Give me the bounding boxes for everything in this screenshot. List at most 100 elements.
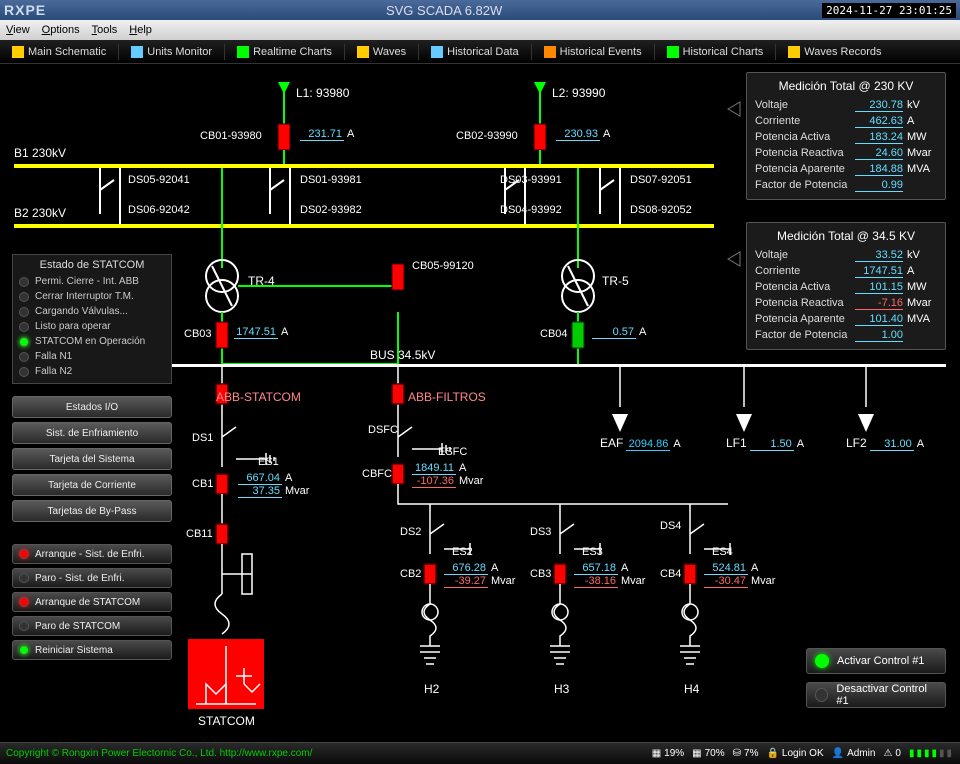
cb01-value: 231.71A xyxy=(300,128,354,141)
status-item: Falla N2 xyxy=(17,364,167,379)
cmd-button[interactable]: Arranque - Sist. de Enfri. xyxy=(12,544,172,564)
cb02-label: CB02-93990 xyxy=(456,130,518,142)
tb-historical-events[interactable]: Historical Events xyxy=(538,44,648,60)
es4-label: ES4 xyxy=(712,546,733,558)
cmd-button[interactable]: Paro de STATCOM xyxy=(12,616,172,636)
cb03-value: 1747.51A xyxy=(234,326,288,339)
h4-label: H4 xyxy=(684,682,699,696)
es2-label: ES2 xyxy=(452,546,473,558)
copyright: Copyright © Rongxin Power Electornic Co.… xyxy=(6,748,312,759)
sb-login: 🔒 Login OK xyxy=(766,748,823,759)
panel-230kv: Medición Total @ 230 KV Voltaje230.78kVC… xyxy=(746,72,946,200)
sys-button[interactable]: Estados I/O xyxy=(12,396,172,418)
es1-label: ES1 xyxy=(258,456,279,468)
h2-label: H2 xyxy=(424,682,439,696)
menu-tools[interactable]: Tools xyxy=(92,24,118,36)
ds2-label: DS2 xyxy=(400,526,421,538)
tr5-label: TR-5 xyxy=(602,274,629,288)
status-item: Cargando Válvulas... xyxy=(17,304,167,319)
ds1-label: DS1 xyxy=(192,432,213,444)
cmd-button[interactable]: Arranque de STATCOM xyxy=(12,592,172,612)
ds03-label: DS03-93991 xyxy=(500,174,562,186)
status-item: Cerrar Interruptor T.M. xyxy=(17,289,167,304)
sys-button[interactable]: Sist. de Enfriamiento xyxy=(12,422,172,444)
cb1-value: 667.04A37.35Mvar xyxy=(238,472,309,498)
ds4-label: DS4 xyxy=(660,520,681,532)
cbfc-value: 1849.11A-107.36Mvar xyxy=(412,462,483,488)
cb01-label: CB01-93980 xyxy=(200,130,262,142)
cb11-label: CB11 xyxy=(186,528,213,540)
l2-label: L2: 93990 xyxy=(552,86,605,100)
ds05-label: DS05-92041 xyxy=(128,174,190,186)
system-buttons: Estados I/O Sist. de Enfriamiento Tarjeta … xyxy=(12,396,172,522)
app-logo: RXPE xyxy=(4,2,46,18)
ds01-label: DS01-93981 xyxy=(300,174,362,186)
bus-345-label: BUS 34.5kV xyxy=(370,348,435,362)
sb-indicators: ▮▮▮▮▮▮ xyxy=(909,748,954,759)
sb-cpu: ▦ 19% xyxy=(652,748,684,759)
cmd-button[interactable]: Reiniciar Sistema xyxy=(12,640,172,660)
tb-historical-data[interactable]: Historical Data xyxy=(425,44,525,60)
bus-b1-label: B1 230kV xyxy=(14,146,66,160)
clock: 2024-11-27 23:01:25 xyxy=(822,3,956,18)
desactivar-control-button[interactable]: Desactivar Control #1 xyxy=(806,682,946,708)
status-item: Listo para operar xyxy=(17,319,167,334)
sb-disk: ⛁ 7% xyxy=(733,748,759,759)
menu-options[interactable]: Options xyxy=(42,24,80,36)
tb-waves[interactable]: Waves xyxy=(351,44,412,60)
statcom-label: STATCOM xyxy=(198,714,255,728)
tb-units-monitor[interactable]: Units Monitor xyxy=(125,44,218,60)
activar-control-button[interactable]: Activar Control #1 xyxy=(806,648,946,674)
cb03-label: CB03 xyxy=(184,328,212,340)
sb-mem: ▦ 70% xyxy=(692,748,724,759)
tb-realtime-charts[interactable]: Realtime Charts xyxy=(231,44,338,60)
app-title: SVG SCADA 6.82W xyxy=(66,3,822,18)
sys-button[interactable]: Tarjeta de Corriente xyxy=(12,474,172,496)
cb4-label: CB4 xyxy=(660,568,681,580)
cb3-label: CB3 xyxy=(530,568,551,580)
panel-345kv: Medición Total @ 34.5 KV Voltaje33.52kVC… xyxy=(746,222,946,350)
cb2-label: CB2 xyxy=(400,568,421,580)
cmd-button[interactable]: Paro - Sist. de Enfri. xyxy=(12,568,172,588)
menu-help[interactable]: Help xyxy=(129,24,152,36)
cb2-value: 676.28A-39.27Mvar xyxy=(444,562,515,588)
sb-alerts: ⚠ 0 xyxy=(883,748,901,759)
esfc-label: ESFC xyxy=(438,446,467,458)
menu-bar: View Options Tools Help xyxy=(0,20,960,40)
schematic-canvas: B1 230kV B2 230kV BUS 34.5kV L1: 93980 L… xyxy=(0,64,960,742)
status-item: Permi. Cierre - Int. ABB xyxy=(17,274,167,289)
cb3-value: 657.18A-38.16Mvar xyxy=(574,562,645,588)
cb04-label: CB04 xyxy=(540,328,568,340)
sys-button[interactable]: Tarjetas de By-Pass xyxy=(12,500,172,522)
lf1-value: LF1 1.50A xyxy=(726,436,804,451)
cb4-value: 524.81A-30.47Mvar xyxy=(704,562,775,588)
menu-view[interactable]: View xyxy=(6,24,30,36)
lf2-value: LF2 31.00A xyxy=(846,436,924,451)
cb02-value: 230.93A xyxy=(556,128,610,141)
cb05-label: CB05-99120 xyxy=(412,260,474,272)
ds07-label: DS07-92051 xyxy=(630,174,692,186)
tr4-label: TR-4 xyxy=(248,274,275,288)
ds08-label: DS08-92052 xyxy=(630,204,692,216)
tb-waves-records[interactable]: Waves Records xyxy=(782,44,887,60)
cb04-value: 0.57A xyxy=(592,326,646,339)
cbfc-label: CBFC xyxy=(362,468,392,480)
h3-label: H3 xyxy=(554,682,569,696)
status-item: STATCOM en Operación xyxy=(17,334,167,349)
tb-historical-charts[interactable]: Historical Charts xyxy=(661,44,770,60)
command-buttons: Arranque - Sist. de Enfri. Paro - Sist. d… xyxy=(12,544,172,660)
cb1-label: CB1 xyxy=(192,478,213,490)
toolbar: Main Schematic Units Monitor Realtime Ch… xyxy=(0,40,960,64)
sys-button[interactable]: Tarjeta del Sistema xyxy=(12,448,172,470)
ds02-label: DS02-93982 xyxy=(300,204,362,216)
ds06-label: DS06-92042 xyxy=(128,204,190,216)
eaf-value: EAF 2094.86A xyxy=(600,436,681,451)
es3-label: ES3 xyxy=(582,546,603,558)
title-bar: RXPE SVG SCADA 6.82W 2024-11-27 23:01:25 xyxy=(0,0,960,20)
l1-label: L1: 93980 xyxy=(296,86,349,100)
ds3-label: DS3 xyxy=(530,526,551,538)
statcom-status-panel: Estado de STATCOM Permi. Cierre - Int. A… xyxy=(12,254,172,384)
sb-admin: 👤 Admin xyxy=(832,748,876,759)
bus-b2-label: B2 230kV xyxy=(14,206,66,220)
tb-main-schematic[interactable]: Main Schematic xyxy=(6,44,112,60)
